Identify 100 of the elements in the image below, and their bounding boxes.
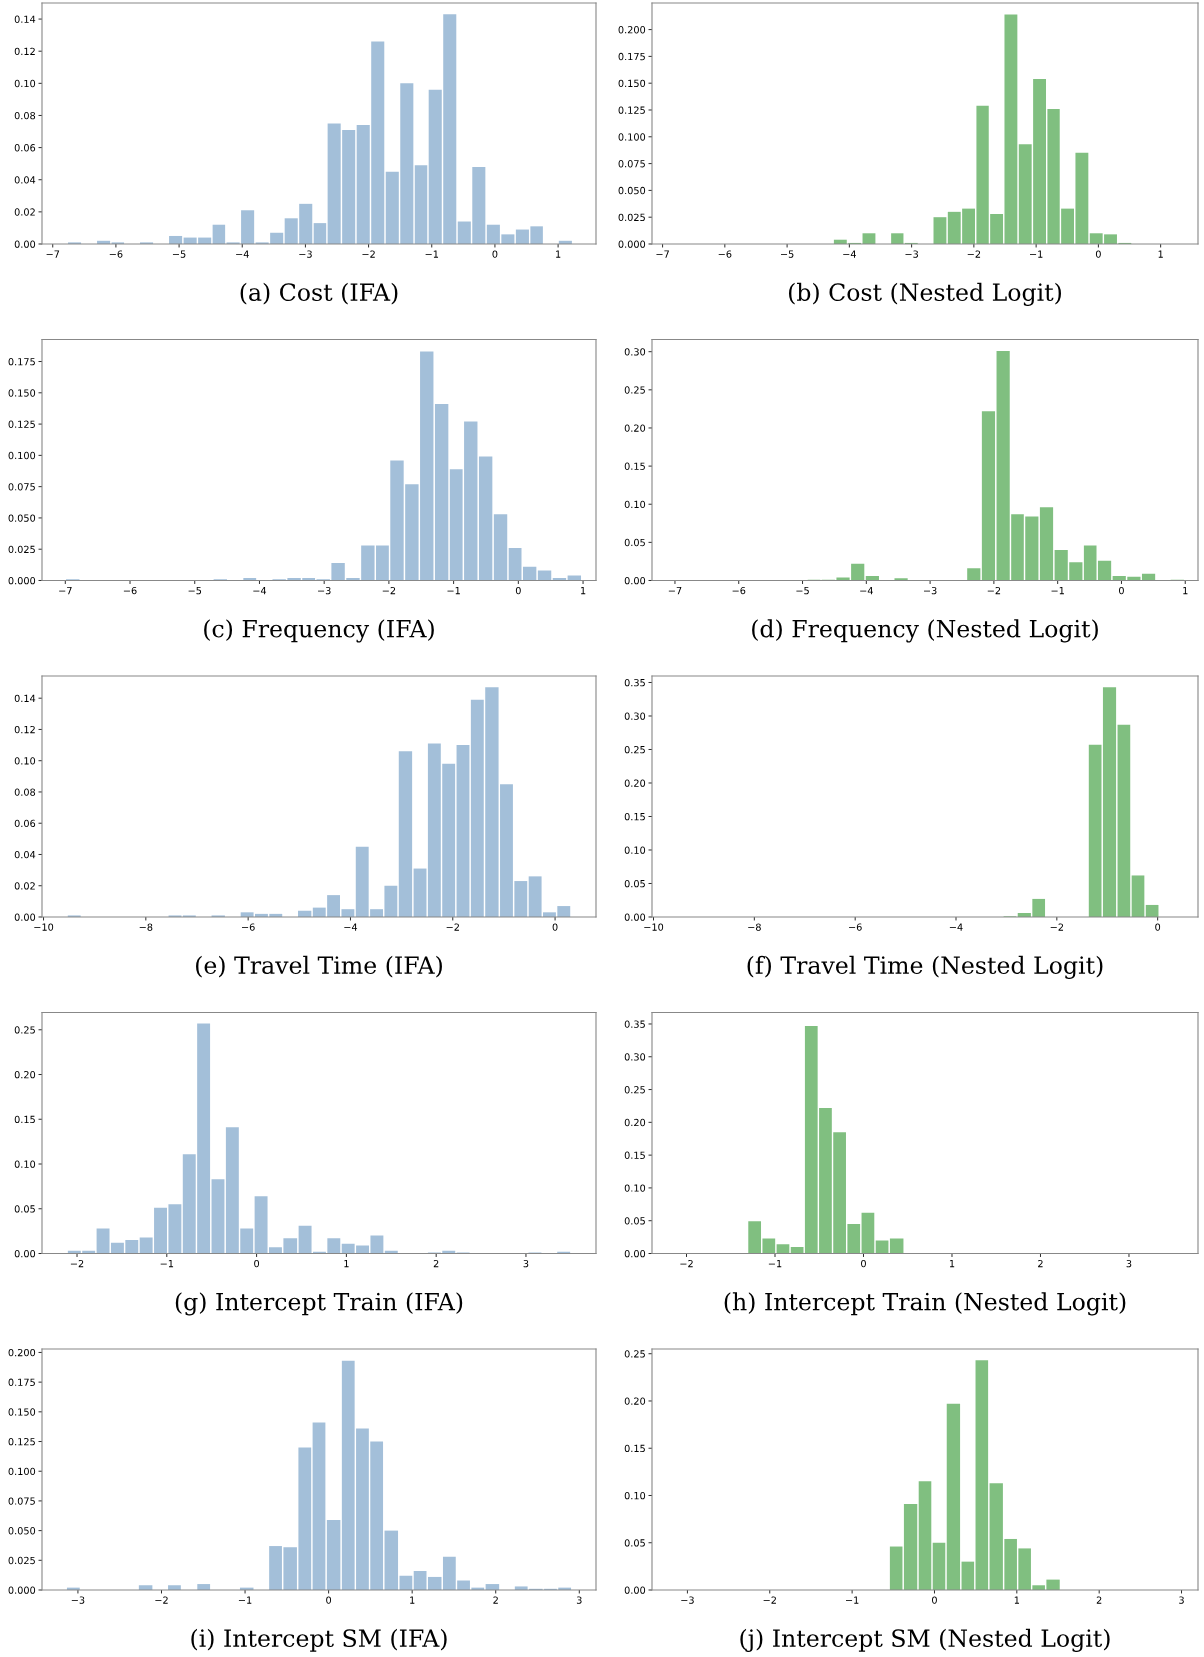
x-tick-label: −5 <box>172 250 186 258</box>
x-tick-label: 0 <box>552 923 558 931</box>
x-tick-label: 1 <box>344 1260 349 1268</box>
text: (b) Cost (Nested Logit) <box>789 282 1061 306</box>
x-tick-label: 0 <box>861 1259 866 1268</box>
y-tick-label: 0.15 <box>14 1115 35 1124</box>
y-tick-label: 0.00 <box>624 576 646 585</box>
y-tick-label: 0.05 <box>624 538 645 547</box>
x-tick-label: 3 <box>576 1596 582 1604</box>
y-tick-label: 0.150 <box>8 389 36 397</box>
x-tick-label: 3 <box>1179 1596 1184 1604</box>
x-tick-label: −1 <box>425 250 439 258</box>
x-tick-label: −3 <box>905 250 918 258</box>
x-tick-label: −2 <box>987 586 1001 595</box>
x-tick-label: −10 <box>644 923 664 931</box>
y-tick-label: 0.050 <box>618 186 646 195</box>
y-tick-label: 0.00 <box>14 913 36 921</box>
x-tick-label: 3 <box>523 1259 529 1268</box>
y-tick-label: 0.15 <box>624 462 645 470</box>
x-tick-label: 1 <box>1014 1596 1020 1604</box>
x-tick-label: −1 <box>447 587 460 595</box>
text: (f) Travel Time (Nested Logit) <box>747 955 1103 979</box>
x-tick-label: −4 <box>860 587 873 595</box>
x-tick-label: 3 <box>1126 1259 1132 1268</box>
y-tick-label: 0.075 <box>8 1497 35 1505</box>
y-tick-label: 0.06 <box>14 819 36 828</box>
y-tick-label: 0.08 <box>14 111 36 120</box>
y-tick-label: 0.20 <box>624 424 646 432</box>
y-tick-label: 0.15 <box>624 812 645 821</box>
y-tick-label: 0.25 <box>624 1086 645 1094</box>
x-tick-label: 1 <box>1183 587 1188 595</box>
x-tick-label: 0 <box>515 586 521 595</box>
y-tick-label: 0.04 <box>14 176 36 184</box>
x-tick-label: 2 <box>1096 1596 1102 1604</box>
x-tick-label: −6 <box>242 923 255 931</box>
y-tick-label: 0.10 <box>14 79 36 88</box>
y-tick-label: 0.10 <box>624 846 646 854</box>
x-tick-label: −7 <box>46 250 60 258</box>
y-tick-label: 0.20 <box>14 1071 36 1079</box>
y-tick-label: 0.00 <box>14 240 36 248</box>
x-tick-label: 1 <box>949 1260 955 1268</box>
x-tick-label: −3 <box>299 250 312 258</box>
text: (a) Cost (IFA) <box>240 282 398 305</box>
y-tick-label: 0.14 <box>14 15 36 23</box>
y-tick-label: 0.04 <box>14 850 36 859</box>
text: (h) Intercept Train (Nested Logit) <box>724 1292 1126 1316</box>
x-tick-label: −4 <box>344 923 358 931</box>
y-tick-label: 0.20 <box>624 1397 646 1405</box>
y-tick-label: 0.05 <box>624 879 645 888</box>
x-tick-label: −8 <box>139 923 153 931</box>
x-tick-label: −7 <box>59 587 72 595</box>
y-tick-label: 0.30 <box>624 712 646 720</box>
x-tick-label: −5 <box>796 587 809 595</box>
x-tick-label: −1 <box>1029 250 1043 258</box>
x-tick-label: −6 <box>123 586 137 595</box>
x-tick-label: −3 <box>71 1596 85 1604</box>
y-tick-label: 0.02 <box>14 208 35 216</box>
text: (e) Travel Time (IFA) <box>196 955 442 978</box>
y-tick-label: 0.30 <box>624 1053 646 1061</box>
x-tick-label: −3 <box>923 586 937 595</box>
y-tick-label: 0.100 <box>8 451 36 460</box>
x-tick-label: 0 <box>492 250 498 258</box>
text: (d) Frequency (Nested Logit) <box>752 619 1098 643</box>
y-tick-label: 0.10 <box>624 500 646 509</box>
y-tick-label: 0.20 <box>624 1118 646 1127</box>
y-tick-label: 0.10 <box>14 757 36 765</box>
x-tick-label: 0 <box>254 1259 260 1268</box>
y-tick-label: 0.10 <box>624 1491 646 1500</box>
y-tick-label: 0.00 <box>624 1249 646 1258</box>
x-tick-label: −6 <box>732 586 746 595</box>
x-tick-label: −1 <box>238 1596 252 1604</box>
y-tick-label: 0.02 <box>14 882 35 890</box>
x-tick-label: 0 <box>1119 586 1124 595</box>
x-tick-label: −4 <box>843 250 856 258</box>
y-tick-label: 0.175 <box>618 52 645 61</box>
text: (i) Intercept SM (IFA) <box>191 1628 447 1652</box>
x-tick-label: 1 <box>410 1596 415 1604</box>
x-tick-label: −1 <box>845 1596 859 1604</box>
y-tick-label: 0.30 <box>624 348 646 356</box>
y-tick-label: 0.20 <box>624 779 646 787</box>
y-tick-label: 0.050 <box>8 514 36 522</box>
y-tick-label: 0.00 <box>14 1249 36 1258</box>
text: (j) Intercept SM (Nested Logit) <box>740 1628 1110 1652</box>
x-tick-label: −4 <box>236 250 249 258</box>
x-tick-label: 2 <box>433 1259 439 1268</box>
y-tick-label: 0.050 <box>8 1527 36 1535</box>
x-tick-label: 1 <box>581 587 586 595</box>
y-tick-label: 0.00 <box>624 1586 646 1594</box>
y-tick-label: 0.200 <box>618 26 646 34</box>
x-tick-label: −8 <box>748 923 761 931</box>
y-tick-label: 0.12 <box>14 47 35 56</box>
x-tick-label: −2 <box>680 1259 693 1268</box>
y-tick-label: 0.075 <box>8 483 35 491</box>
y-tick-label: 0.25 <box>624 1350 645 1358</box>
x-tick-label: 1 <box>1158 250 1163 258</box>
y-tick-label: 0.025 <box>8 545 35 554</box>
x-tick-label: −2 <box>446 923 459 931</box>
text: (g) Intercept Train (IFA) <box>175 1292 463 1316</box>
x-tick-label: −1 <box>1051 587 1064 595</box>
y-tick-label: 0.150 <box>618 79 646 88</box>
